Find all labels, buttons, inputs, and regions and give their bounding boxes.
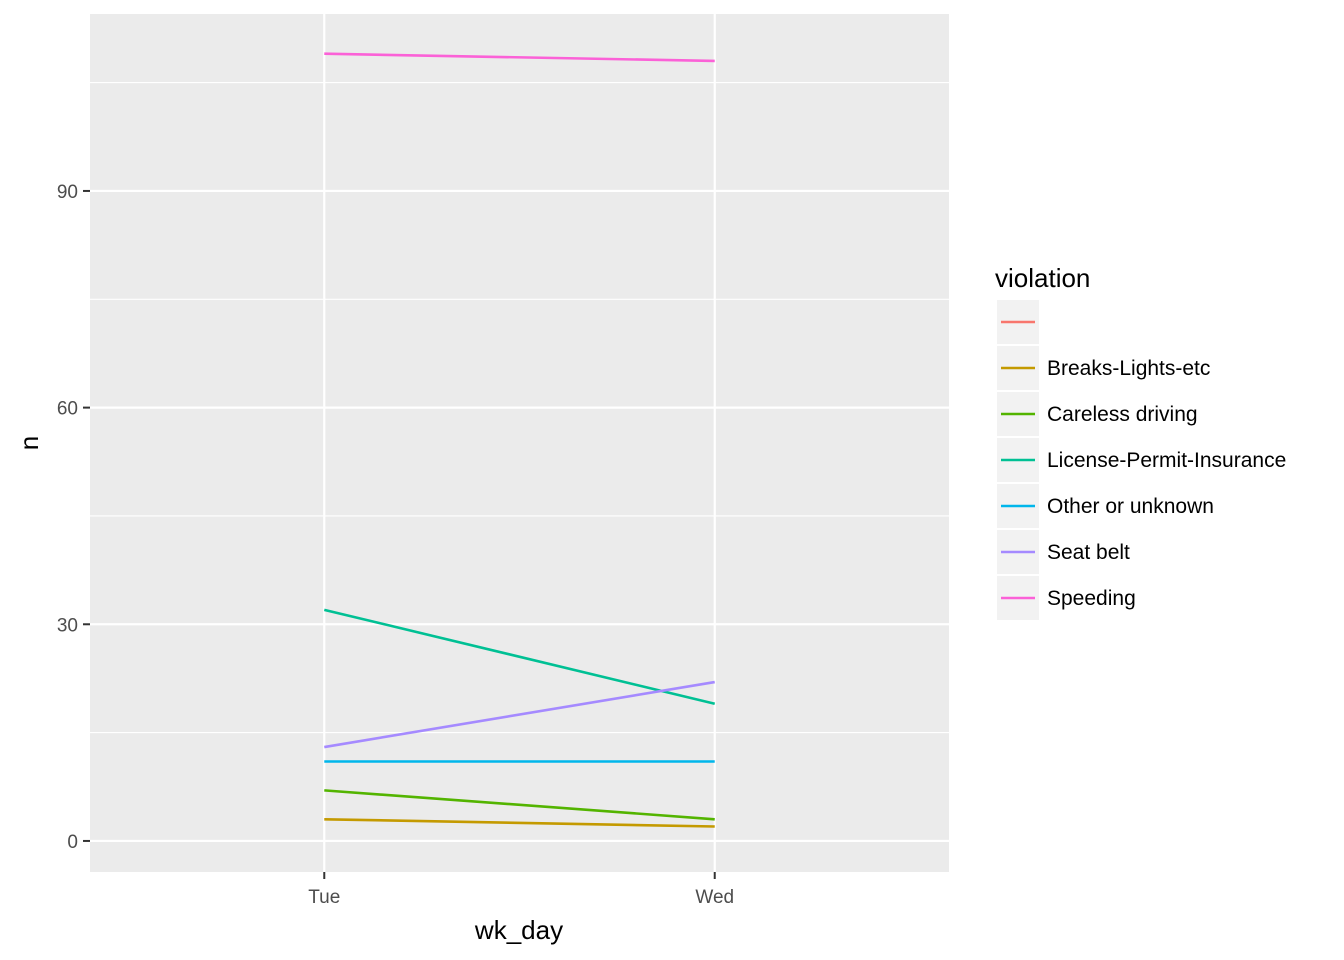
legend-title: violation	[995, 263, 1090, 293]
legend-label: Breaks-Lights-etc	[1047, 357, 1210, 380]
series-lines	[323, 52, 716, 828]
x-tick-label: Tue	[308, 887, 340, 908]
x-axis: Tue Wed	[308, 872, 734, 908]
legend-label: License-Permit-Insurance	[1047, 449, 1286, 472]
major-gridlines	[90, 14, 949, 872]
x-axis-title: wk_day	[474, 915, 563, 945]
y-axis: 0 30 60 90	[57, 182, 90, 853]
series-line	[324, 52, 715, 63]
series-line	[324, 680, 715, 749]
y-tick-label: 30	[57, 615, 78, 636]
x-tick-label: Wed	[695, 887, 734, 908]
series-line	[324, 789, 715, 821]
legend-label: Seat belt	[1047, 541, 1130, 564]
plot-panel	[90, 14, 949, 872]
y-axis-title: n	[14, 436, 44, 450]
y-tick-label: 0	[67, 832, 78, 853]
minor-gridlines	[90, 82, 949, 734]
series-line	[323, 608, 716, 705]
legend: violation Breaks-Lights-etc Careless driv…	[995, 263, 1286, 620]
legend-label: Careless driving	[1047, 403, 1198, 426]
series-line	[324, 817, 715, 828]
legend-label: Other or unknown	[1047, 495, 1214, 518]
legend-label: Speeding	[1047, 587, 1136, 610]
y-tick-label: 60	[57, 399, 78, 420]
y-tick-label: 90	[57, 182, 78, 203]
